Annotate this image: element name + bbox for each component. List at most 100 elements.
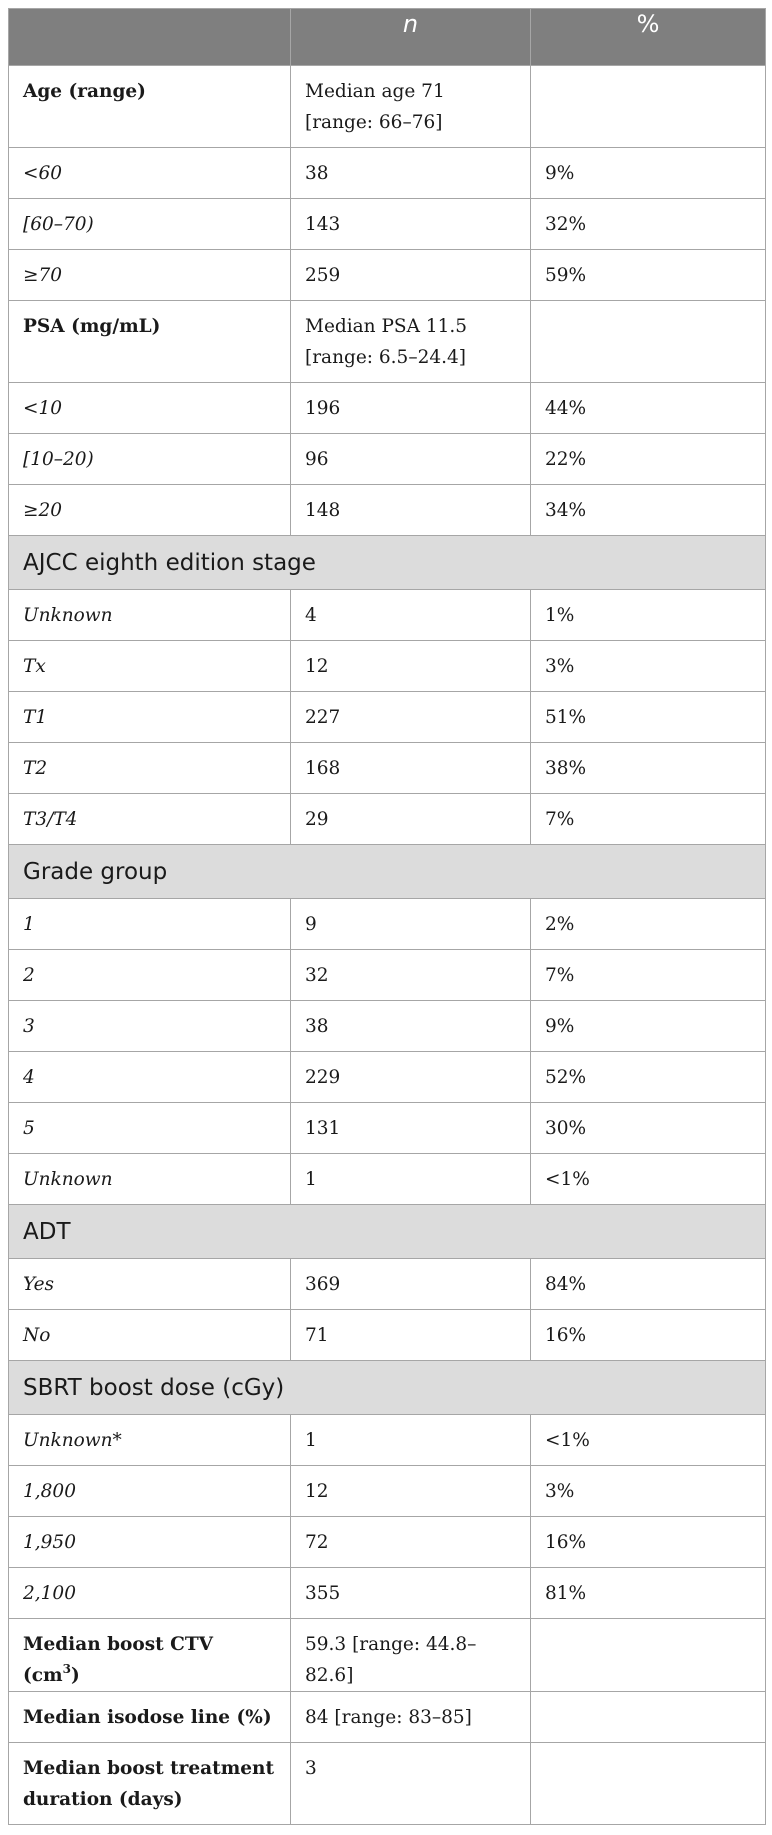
duration-value: 3: [290, 1742, 531, 1825]
row-label: [60–70): [8, 198, 291, 250]
row-label: <10: [8, 382, 291, 434]
row-label: 1: [8, 898, 291, 950]
age-median: Median age 71 [range: 66–76]: [290, 65, 531, 148]
table-row: ≥70 259 59%: [8, 249, 766, 301]
ctv-label-superscript: 3: [62, 1662, 71, 1676]
table-row: 5 131 30%: [8, 1102, 766, 1154]
row-label: T3/T4: [8, 793, 291, 845]
empty-cell: [530, 1691, 766, 1743]
row-percent: 84%: [530, 1258, 766, 1310]
section-header-stage: AJCC eighth edition stage: [8, 535, 766, 590]
table-row: <60 38 9%: [8, 147, 766, 199]
table-row: 2,100 355 81%: [8, 1567, 766, 1619]
row-percent: 51%: [530, 691, 766, 743]
table-row: T1 227 51%: [8, 691, 766, 743]
row-label: No: [8, 1309, 291, 1361]
row-n: 131: [290, 1102, 531, 1154]
row-n: 229: [290, 1051, 531, 1103]
row-percent: 16%: [530, 1516, 766, 1568]
row-n: 227: [290, 691, 531, 743]
row-percent: 9%: [530, 147, 766, 199]
row-n: 38: [290, 1000, 531, 1052]
row-percent: 30%: [530, 1102, 766, 1154]
section-title: ADT: [8, 1204, 766, 1259]
row-percent: 22%: [530, 433, 766, 485]
row-percent: 1%: [530, 589, 766, 641]
duration-label: Median boost treatment duration (days): [8, 1742, 291, 1825]
table-row: Unknown 4 1%: [8, 589, 766, 641]
row-percent: 16%: [530, 1309, 766, 1361]
row-n: 12: [290, 640, 531, 692]
ctv-value: 59.3 [range: 44.8–82.6]: [290, 1618, 531, 1692]
row-label: ≥20: [8, 484, 291, 536]
row-n: 168: [290, 742, 531, 794]
row-label: <60: [8, 147, 291, 199]
isodose-label: Median isodose line (%): [8, 1691, 291, 1743]
row-percent: 32%: [530, 198, 766, 250]
characteristics-table: n % Age (range) Median age 71 [range: 66…: [8, 8, 766, 1825]
row-n: 38: [290, 147, 531, 199]
row-label: Yes: [8, 1258, 291, 1310]
table-row: ≥20 148 34%: [8, 484, 766, 536]
table-row: 3 38 9%: [8, 1000, 766, 1052]
psa-row: PSA (mg/mL) Median PSA 11.5 [range: 6.5–…: [8, 300, 766, 383]
table-row: [60–70) 143 32%: [8, 198, 766, 250]
empty-cell: [530, 1618, 766, 1692]
row-percent: 59%: [530, 249, 766, 301]
row-n: 1: [290, 1414, 531, 1466]
psa-label: PSA (mg/mL): [8, 300, 291, 383]
age-row: Age (range) Median age 71 [range: 66–76]: [8, 65, 766, 148]
empty-cell: [530, 300, 766, 383]
row-n: 143: [290, 198, 531, 250]
row-percent: 52%: [530, 1051, 766, 1103]
ctv-label: Median boost CTV (cm3): [8, 1618, 291, 1692]
row-n: 4: [290, 589, 531, 641]
section-header-adt: ADT: [8, 1204, 766, 1259]
row-n: 71: [290, 1309, 531, 1361]
isodose-row: Median isodose line (%) 84 [range: 83–85…: [8, 1691, 766, 1743]
row-label: 5: [8, 1102, 291, 1154]
header-label: [8, 8, 291, 66]
table-row: <10 196 44%: [8, 382, 766, 434]
table-row: No 71 16%: [8, 1309, 766, 1361]
row-label: T1: [8, 691, 291, 743]
table-row: T3/T4 29 7%: [8, 793, 766, 845]
row-label: Unknown*: [8, 1414, 291, 1466]
row-n: 355: [290, 1567, 531, 1619]
row-percent: 9%: [530, 1000, 766, 1052]
row-n: 196: [290, 382, 531, 434]
row-percent: <1%: [530, 1153, 766, 1205]
table-row: 4 229 52%: [8, 1051, 766, 1103]
row-n: 369: [290, 1258, 531, 1310]
duration-row: Median boost treatment duration (days) 3: [8, 1742, 766, 1825]
table-row: T2 168 38%: [8, 742, 766, 794]
table-row: Unknown 1 <1%: [8, 1153, 766, 1205]
row-n: 32: [290, 949, 531, 1001]
header-n: n: [290, 8, 531, 66]
row-n: 148: [290, 484, 531, 536]
table-row: Yes 369 84%: [8, 1258, 766, 1310]
table-row: 1 9 2%: [8, 898, 766, 950]
row-label: 2: [8, 949, 291, 1001]
row-label: 1,950: [8, 1516, 291, 1568]
row-percent: 81%: [530, 1567, 766, 1619]
psa-median: Median PSA 11.5 [range: 6.5–24.4]: [290, 300, 531, 383]
table-container: n % Age (range) Median age 71 [range: 66…: [8, 8, 766, 1825]
row-label: Unknown: [8, 589, 291, 641]
row-percent: 7%: [530, 793, 766, 845]
section-header-grade: Grade group: [8, 844, 766, 899]
row-percent: 34%: [530, 484, 766, 536]
row-label: 1,800: [8, 1465, 291, 1517]
row-n: 259: [290, 249, 531, 301]
table-row: Tx 12 3%: [8, 640, 766, 692]
header-row: n %: [8, 8, 766, 66]
row-label: Unknown: [8, 1153, 291, 1205]
empty-cell: [530, 65, 766, 148]
row-percent: <1%: [530, 1414, 766, 1466]
row-percent: 38%: [530, 742, 766, 794]
ctv-label-text: Median boost CTV (cm: [23, 1634, 213, 1686]
row-n: 96: [290, 433, 531, 485]
row-label: 3: [8, 1000, 291, 1052]
row-percent: 3%: [530, 640, 766, 692]
section-title: AJCC eighth edition stage: [8, 535, 766, 590]
